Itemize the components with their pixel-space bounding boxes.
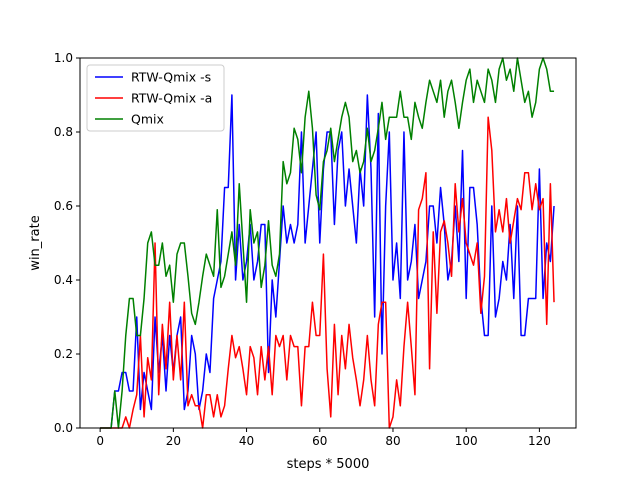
legend-box: [86, 64, 225, 132]
x-axis: 0 20 40 60 80 100 120: [96, 428, 551, 448]
y-tick-label: 0.6: [54, 199, 73, 213]
legend-label: RTW-Qmix -a: [131, 91, 212, 106]
legend-label: RTW-Qmix -s: [131, 70, 211, 85]
y-axis: 0.0 0.2 0.4 0.6 0.8 1.0: [54, 51, 80, 435]
legend: RTW-Qmix -s RTW-Qmix -a Qmix: [86, 64, 225, 132]
legend-label: Qmix: [131, 112, 164, 127]
series-line-1: [100, 116, 555, 429]
series-line-2: [100, 57, 555, 429]
x-tick-label: 120: [528, 434, 551, 448]
x-tick-label: 80: [385, 434, 400, 448]
x-tick-label: 20: [166, 434, 181, 448]
x-tick-label: 0: [96, 434, 104, 448]
y-tick-label: 1.0: [54, 51, 73, 65]
plot-frame: [79, 57, 577, 429]
x-tick-label: 100: [455, 434, 478, 448]
y-tick-label: 0.4: [54, 273, 73, 287]
y-tick-label: 0.8: [54, 125, 73, 139]
y-tick-label: 0.0: [54, 421, 73, 435]
y-tick-label: 0.2: [54, 347, 73, 361]
x-axis-label: steps * 5000: [287, 457, 370, 472]
y-axis-label: win_rate: [28, 215, 43, 270]
x-tick-label: 40: [239, 434, 254, 448]
x-tick-label: 60: [312, 434, 327, 448]
plot-lines: [100, 57, 555, 429]
